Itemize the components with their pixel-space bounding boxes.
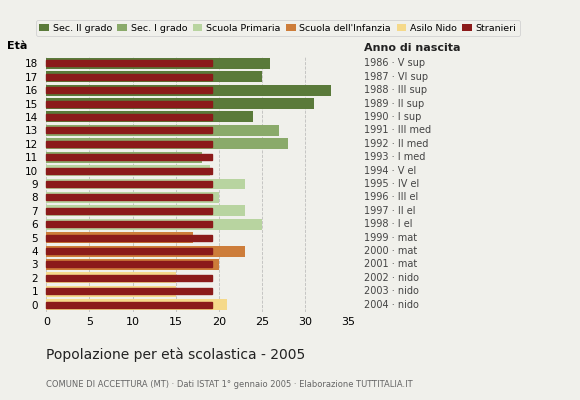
Bar (46, 221, 212, 227)
Bar (46, 219, 262, 230)
Text: 1990 · I sup: 1990 · I sup (364, 112, 422, 122)
Text: 1998 · I el: 1998 · I el (364, 219, 412, 229)
Bar (46, 98, 314, 109)
Text: 1989 · II sup: 1989 · II sup (364, 98, 424, 108)
Text: 1995 · IV el: 1995 · IV el (364, 179, 419, 189)
Legend: Sec. II grado, Sec. I grado, Scuola Primaria, Scuola dell'Infanzia, Asilo Nido, : Sec. II grado, Sec. I grado, Scuola Prim… (36, 20, 520, 36)
Bar (46, 259, 219, 270)
Bar (46, 208, 212, 214)
Text: 1992 · II med: 1992 · II med (364, 139, 429, 149)
Text: 1999 · mat: 1999 · mat (364, 233, 417, 243)
Text: 1996 · III el: 1996 · III el (364, 192, 418, 202)
Bar (46, 286, 176, 297)
Text: Età: Età (7, 41, 28, 51)
Bar (46, 152, 201, 163)
Text: Anno di nascita: Anno di nascita (364, 43, 461, 53)
Text: 2002 · nido: 2002 · nido (364, 273, 419, 283)
Text: 1986 · V sup: 1986 · V sup (364, 58, 425, 68)
Bar (46, 154, 212, 160)
Bar (46, 125, 279, 136)
Bar (46, 272, 176, 283)
Bar (46, 194, 212, 200)
Bar (46, 205, 245, 216)
Bar (46, 138, 288, 149)
Bar (46, 127, 212, 134)
Bar (46, 178, 245, 190)
Bar (46, 168, 212, 174)
Bar (46, 234, 212, 241)
Bar (46, 192, 219, 203)
Bar (46, 261, 212, 268)
Text: 2003 · nido: 2003 · nido (364, 286, 419, 296)
Text: 1997 · II el: 1997 · II el (364, 206, 415, 216)
Text: 1991 · III med: 1991 · III med (364, 125, 431, 135)
Bar (46, 58, 270, 69)
Text: 2004 · nido: 2004 · nido (364, 300, 419, 310)
Text: 1994 · V el: 1994 · V el (364, 166, 416, 176)
Text: Popolazione per età scolastica - 2005: Popolazione per età scolastica - 2005 (46, 348, 306, 362)
Text: 1988 · III sup: 1988 · III sup (364, 85, 427, 95)
Bar (46, 299, 227, 310)
Bar (46, 302, 212, 308)
Text: COMUNE DI ACCETTURA (MT) · Dati ISTAT 1° gennaio 2005 · Elaborazione TUTTITALIA.: COMUNE DI ACCETTURA (MT) · Dati ISTAT 1°… (46, 380, 413, 389)
Bar (46, 232, 193, 243)
Text: 1987 · VI sup: 1987 · VI sup (364, 72, 428, 82)
Bar (46, 181, 212, 187)
Bar (46, 165, 210, 176)
Bar (46, 85, 331, 96)
Bar (46, 141, 212, 147)
Bar (46, 87, 212, 93)
Bar (46, 114, 212, 120)
Bar (46, 246, 245, 256)
Bar (46, 288, 212, 294)
Text: 2001 · mat: 2001 · mat (364, 260, 417, 270)
Bar (46, 60, 212, 66)
Bar (46, 71, 262, 82)
Bar (46, 100, 212, 107)
Bar (46, 275, 212, 281)
Text: 1993 · I med: 1993 · I med (364, 152, 425, 162)
Bar (46, 112, 253, 122)
Bar (46, 74, 212, 80)
Bar (46, 248, 212, 254)
Text: 2000 · mat: 2000 · mat (364, 246, 417, 256)
